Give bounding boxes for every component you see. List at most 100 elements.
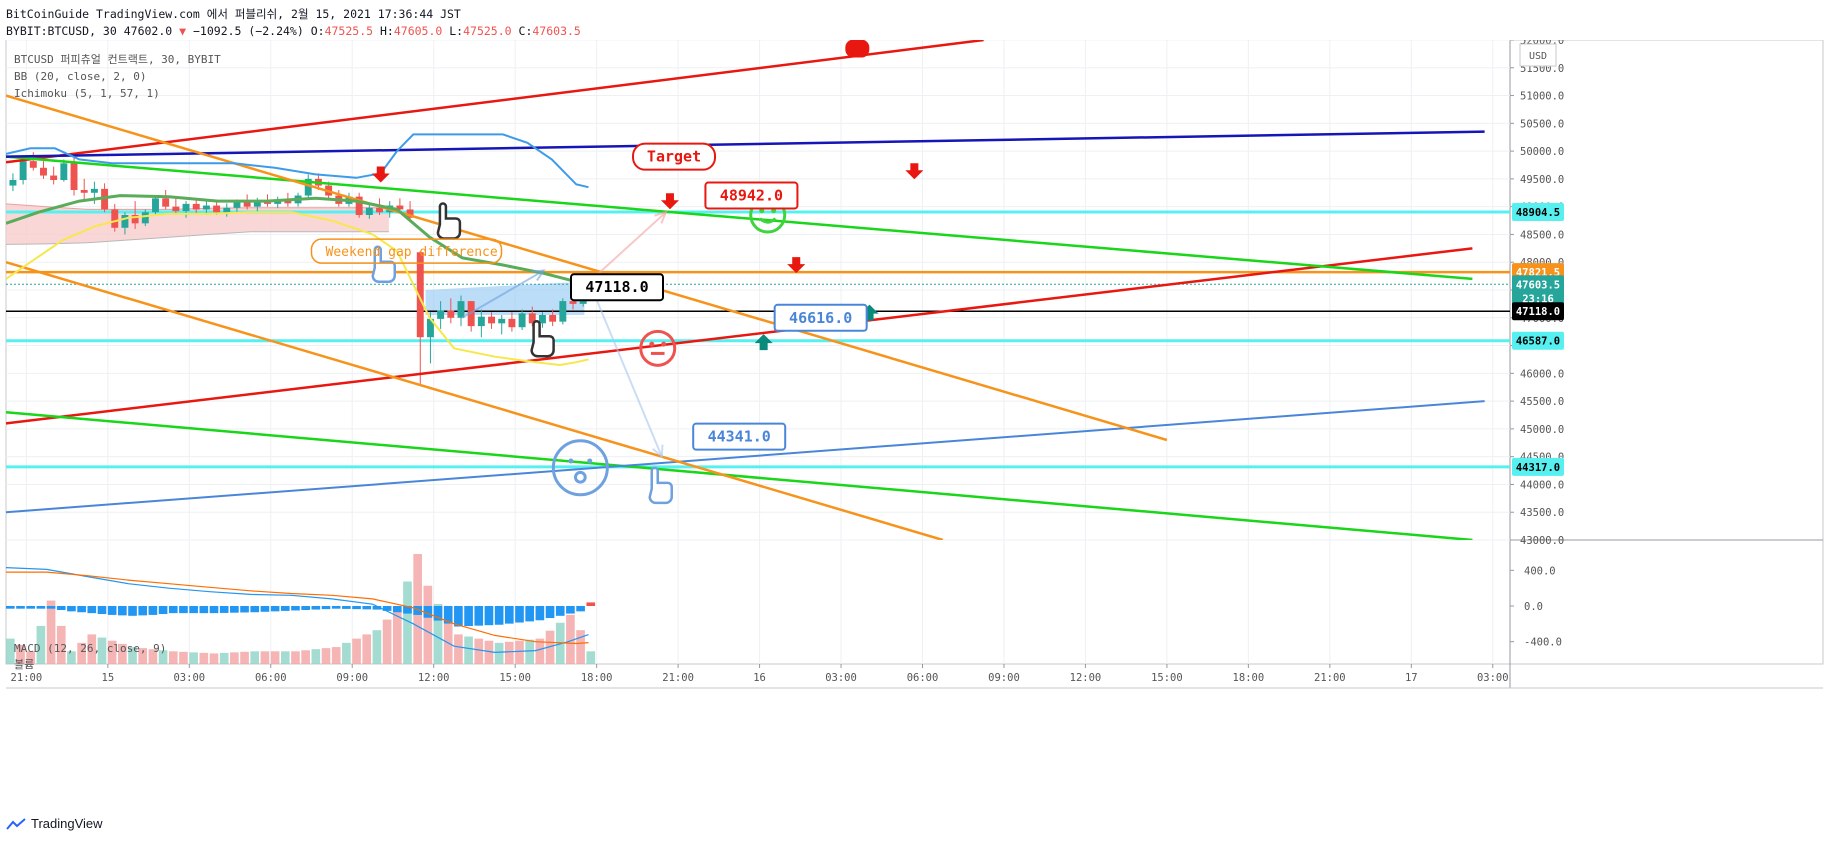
gap-fill-zone xyxy=(425,281,585,315)
projection-up-arrow xyxy=(591,211,667,280)
macd-line xyxy=(6,567,589,654)
macd-histogram-bar xyxy=(454,606,463,627)
volume-bar xyxy=(423,585,433,664)
footer-brand: TradingView xyxy=(31,816,103,831)
macd-histogram-bar xyxy=(474,606,484,626)
candle-body xyxy=(365,207,373,215)
macd-histogram-bar xyxy=(199,606,209,614)
chart-canvas[interactable]: Target 48942.0 47118.0 46616.0 44341.0 Weeken… xyxy=(0,40,1828,810)
volume-bar xyxy=(504,641,514,664)
time-tick-label: 09:00 xyxy=(988,672,1020,684)
price-tick-label: 43500.0 xyxy=(1520,507,1564,519)
price-tick-label: 50000.0 xyxy=(1520,146,1564,158)
price-axis-badge-label: 47603.5 xyxy=(1516,279,1560,291)
time-tick-label: 15:00 xyxy=(1151,672,1183,684)
price-tick-label: 45500.0 xyxy=(1520,396,1564,408)
macd-histogram-bar xyxy=(494,606,504,625)
volume-bar xyxy=(97,637,107,664)
price-axis-badge-label: 44317.0 xyxy=(1516,462,1560,474)
macd-histogram-bar xyxy=(342,606,351,609)
candle-body xyxy=(447,310,455,318)
legend-title[interactable]: BTCUSD 퍼피츄얼 컨트랙트, 30, BYBIT xyxy=(14,52,221,66)
volume-bar xyxy=(158,650,168,664)
candle-body xyxy=(406,209,414,218)
open-value: 47525.5 xyxy=(324,24,374,38)
annotation-box xyxy=(632,142,717,171)
price-axis-badge xyxy=(1512,331,1564,350)
volume-bar xyxy=(372,630,382,664)
volume-bar xyxy=(443,618,453,664)
macd-histogram-bar xyxy=(148,606,158,615)
volume-bar xyxy=(433,603,443,664)
candle-body xyxy=(253,201,261,207)
macd-histogram-bar xyxy=(118,606,127,616)
footer[interactable]: TradingView xyxy=(6,816,103,831)
macd-histogram-bar xyxy=(280,606,290,611)
volume-bar xyxy=(260,651,270,664)
annotation-label: 44341.0 xyxy=(708,428,771,446)
candle-body xyxy=(284,200,292,204)
volume-bar xyxy=(331,647,341,664)
macd-histogram-bar xyxy=(331,606,341,609)
volume-bar xyxy=(352,638,361,664)
annotation-box xyxy=(570,273,664,302)
legend-volume[interactable]: 볼륨 xyxy=(14,658,34,671)
legend-macd[interactable]: MACD (12, 26, close, 9) xyxy=(14,642,166,655)
price-axis-badge xyxy=(1512,302,1564,321)
macd-histogram-bar xyxy=(321,606,331,610)
signal-line xyxy=(6,571,589,645)
time-tick-label: 17 xyxy=(1405,672,1418,684)
price-axis-badge-label: 47118.0 xyxy=(1516,306,1560,318)
time-tick-label: 03:00 xyxy=(1477,672,1509,684)
volume-bar xyxy=(148,649,158,664)
time-tick-label: 09:00 xyxy=(336,672,368,684)
macd-tick-label: -400.0 xyxy=(1524,637,1562,649)
candle-body xyxy=(457,301,465,318)
trendline-green-upper xyxy=(6,155,1473,281)
macd-tick-label: 400.0 xyxy=(1524,565,1556,577)
neutral-face-icon-eye xyxy=(661,341,667,347)
worried-face-icon-mouth xyxy=(573,470,587,484)
macd-histogram-bar xyxy=(270,606,280,612)
macd-histogram-bar xyxy=(576,606,585,612)
time-tick-label: 21:00 xyxy=(662,672,694,684)
macd-tick-label: 0.0 xyxy=(1524,601,1543,613)
macd-histogram-bar xyxy=(67,606,76,612)
top-marker-icon xyxy=(845,40,870,58)
time-tick-label: 12:00 xyxy=(418,672,450,684)
volume-bar xyxy=(535,638,545,664)
candle-body xyxy=(121,215,129,228)
candle-body xyxy=(29,161,37,168)
legend-ichimoku[interactable]: Ichimoku (5, 1, 57, 1) xyxy=(14,87,160,100)
price-axis-badge xyxy=(1512,457,1564,476)
currency-box xyxy=(1519,43,1557,67)
volume-bar xyxy=(576,630,585,664)
trendline-red-lower xyxy=(6,247,1473,425)
macd-histogram-bar xyxy=(555,606,565,616)
legend-bb[interactable]: BB (20, close, 2, 0) xyxy=(14,70,146,83)
candle-body xyxy=(355,196,363,215)
macd-histogram-bar xyxy=(433,606,443,621)
candle-body xyxy=(569,301,577,304)
volume-bar xyxy=(240,651,249,664)
candle-body xyxy=(9,180,17,186)
candle-body xyxy=(477,316,485,327)
macd-histogram-bar xyxy=(230,606,239,613)
volume-bar xyxy=(301,650,310,664)
candle-body xyxy=(488,316,496,324)
volume-bar xyxy=(392,609,402,664)
candle-body xyxy=(172,206,180,212)
candle-body xyxy=(111,209,119,228)
macd-histogram-bar xyxy=(413,606,422,615)
candle-body xyxy=(437,310,445,319)
volume-bar xyxy=(128,647,137,664)
candle-body xyxy=(131,215,139,224)
volume-bar xyxy=(515,640,524,664)
worried-face-icon-eye xyxy=(568,458,574,464)
annotation-label: 47118.0 xyxy=(585,278,648,296)
macd-histogram-bar xyxy=(209,606,219,614)
volume-bar xyxy=(474,638,484,664)
macd-histogram-bar xyxy=(392,606,402,613)
candle-body xyxy=(538,315,546,324)
projection-down-arrow xyxy=(591,289,663,458)
